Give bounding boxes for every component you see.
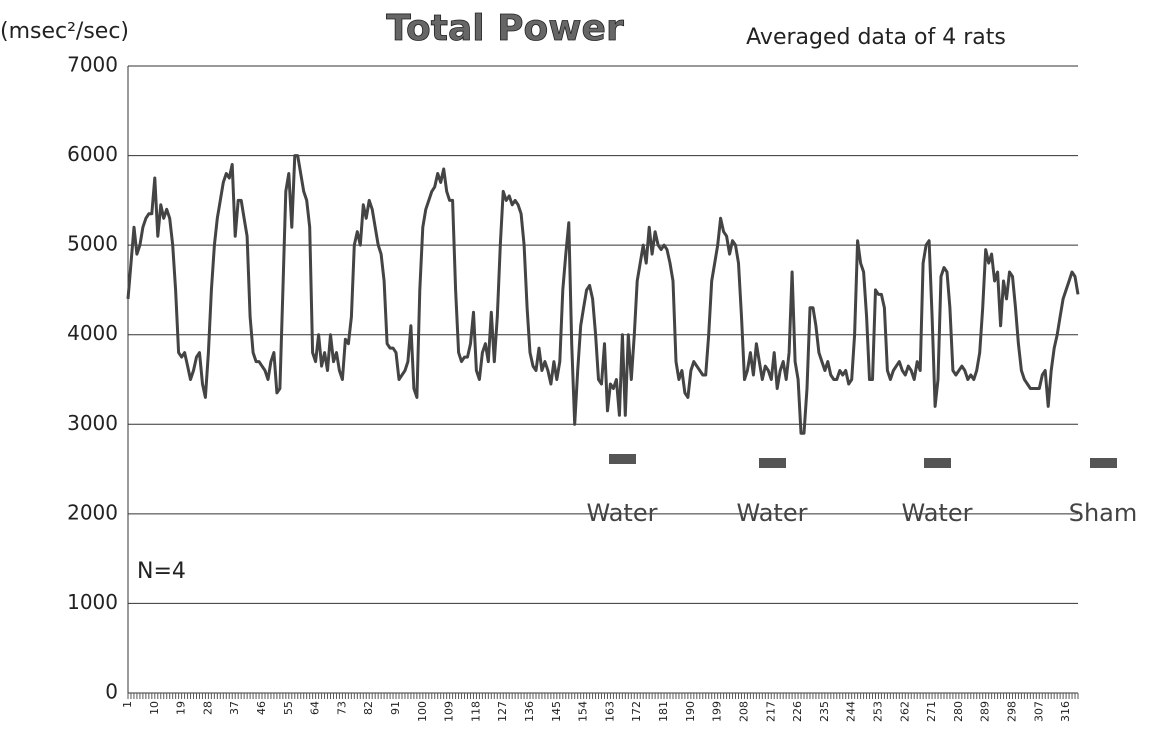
x-tick-label: 136 xyxy=(523,701,536,722)
annotation: Water xyxy=(737,499,808,527)
x-tick-label: 154 xyxy=(577,701,590,722)
y-tick-label: 5000 xyxy=(67,232,118,256)
x-tick-label: 46 xyxy=(255,701,268,715)
y-tick-label: 2000 xyxy=(67,500,118,524)
x-tick-label: 28 xyxy=(201,701,214,715)
y-tick-label: 0 xyxy=(105,680,118,704)
x-tick-label: 289 xyxy=(979,701,992,722)
x-tick-label: 298 xyxy=(1005,701,1018,722)
y-tick-label: 4000 xyxy=(67,321,118,345)
x-tick-label: 271 xyxy=(925,701,938,722)
y-tick-label: 6000 xyxy=(67,142,118,166)
x-tick-label: 208 xyxy=(737,701,750,722)
x-tick-label: 253 xyxy=(871,701,884,722)
x-tick-label: 235 xyxy=(818,701,831,722)
y-axis-label: (msec²/sec) xyxy=(0,19,129,44)
x-tick-label: 64 xyxy=(309,701,322,715)
treatment-marker xyxy=(924,458,951,468)
chart-subtitle: Averaged data of 4 rats xyxy=(746,25,1006,50)
treatment-marker xyxy=(759,458,786,468)
x-tick-label: 109 xyxy=(443,701,456,722)
annotation: Sham xyxy=(1069,499,1138,527)
annotation: Water xyxy=(587,499,658,527)
treatment-marker xyxy=(609,454,636,464)
x-tick-label: 73 xyxy=(335,701,348,715)
x-tick-label: 307 xyxy=(1032,701,1045,722)
chart-title: Total Power xyxy=(386,8,624,49)
x-tick-label: 316 xyxy=(1059,701,1072,722)
x-tick-label: 100 xyxy=(416,701,429,722)
x-tick-label: 145 xyxy=(550,701,563,722)
x-tick-label: 127 xyxy=(496,701,509,722)
x-tick-label: 10 xyxy=(148,701,161,715)
y-tick-label: 3000 xyxy=(67,411,118,435)
x-tick-label: 262 xyxy=(898,701,911,722)
x-tick-label: 55 xyxy=(282,701,295,715)
x-tick-label: 172 xyxy=(630,701,643,722)
x-tick-label: 199 xyxy=(711,701,724,722)
annotation: N=4 xyxy=(137,559,186,584)
y-tick-label: 7000 xyxy=(67,53,118,77)
x-tick-label: 91 xyxy=(389,701,402,715)
x-tick-label: 190 xyxy=(684,701,697,722)
x-tick-label: 226 xyxy=(791,701,804,722)
x-tick-label: 82 xyxy=(362,701,375,715)
x-tick-label: 280 xyxy=(952,701,965,722)
data-line xyxy=(126,154,1080,435)
y-tick-label: 1000 xyxy=(67,590,118,614)
x-tick-label: 217 xyxy=(764,701,777,722)
x-tick-label: 37 xyxy=(228,701,241,715)
x-tick-label: 163 xyxy=(603,701,616,722)
x-tick-label: 19 xyxy=(175,701,188,715)
treatment-marker xyxy=(1090,458,1117,468)
x-tick-label: 1 xyxy=(121,701,134,708)
x-tick-label: 118 xyxy=(469,701,482,722)
x-tick-label: 244 xyxy=(845,701,858,722)
x-tick-label: 181 xyxy=(657,701,670,722)
annotation: Water xyxy=(902,499,973,527)
